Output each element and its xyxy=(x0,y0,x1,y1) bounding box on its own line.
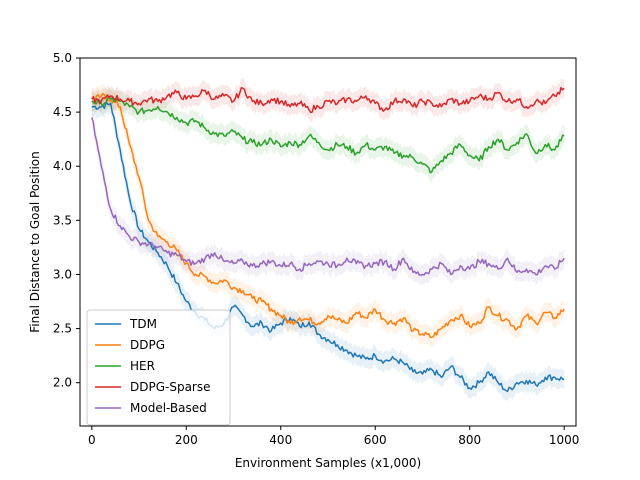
legend-label-ddpg: DDPG xyxy=(130,338,165,352)
y-tick-label: 3.5 xyxy=(53,213,72,227)
legend-label-ddpg-sparse: DDPG-Sparse xyxy=(130,380,211,394)
band-ddpg-sparse xyxy=(91,77,565,123)
band-model-based xyxy=(91,107,565,285)
series-line-tdm xyxy=(91,101,565,393)
x-tick-label: 1000 xyxy=(549,433,580,447)
plot-frame xyxy=(79,57,577,427)
x-axis-label: Environment Samples (x1,000) xyxy=(235,456,421,470)
y-tick-label: 4.5 xyxy=(53,105,72,119)
legend-label-tdm: TDM xyxy=(129,317,157,331)
y-tick-label: 2.0 xyxy=(53,376,72,390)
legend-label-model-based: Model-Based xyxy=(130,401,207,415)
series-lines xyxy=(91,86,565,393)
y-tick-label: 2.5 xyxy=(53,322,72,336)
series-line-model-based xyxy=(91,117,565,276)
legend-box xyxy=(86,309,231,426)
y-axis-label: Final Distance to Goal Position xyxy=(28,151,42,332)
legend-label-her: HER xyxy=(130,359,155,373)
y-tick-label: 3.0 xyxy=(53,267,72,281)
series-line-her xyxy=(91,95,565,174)
x-tick-label: 800 xyxy=(458,433,481,447)
series-line-ddpg xyxy=(91,92,565,339)
series-line-ddpg-sparse xyxy=(91,86,565,114)
x-tick-label: 600 xyxy=(364,433,387,447)
x-tick-label: 200 xyxy=(175,433,198,447)
axes: 0 200 400 600 800 1000 2.0 2.5 3.0 3.5 4.0 4.5 5.0 xyxy=(53,51,580,447)
y-tick-label: 4.0 xyxy=(53,159,72,173)
x-tick-label: 400 xyxy=(269,433,292,447)
x-tick-label: 0 xyxy=(88,433,96,447)
legend: TDM DDPG HER DDPG-Sparse Model-Based xyxy=(86,309,231,426)
y-tick-label: 5.0 xyxy=(53,51,72,65)
